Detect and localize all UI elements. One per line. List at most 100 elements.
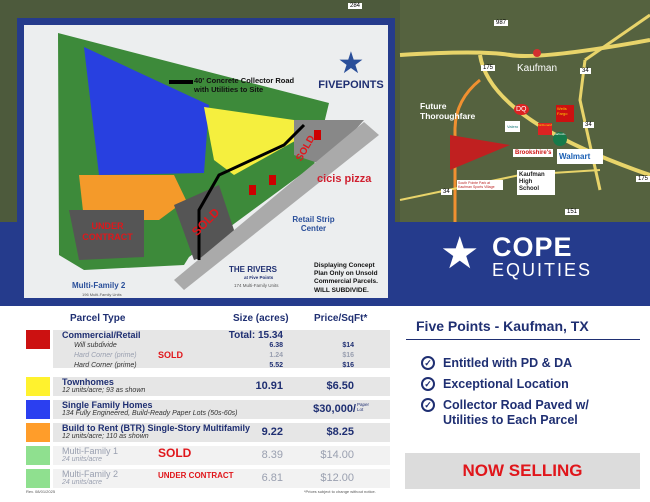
check-icon: ✓ bbox=[421, 356, 435, 370]
commercial-row bbox=[53, 330, 390, 368]
townhomes-price: $6.50 bbox=[326, 380, 354, 392]
road-legend: 40' Concrete Collector Road with Utiliti… bbox=[194, 76, 295, 94]
highway-shield: 34 bbox=[580, 68, 591, 74]
five-points-logo: ★ FIVEPOINTS bbox=[311, 47, 391, 92]
star-icon: ★ bbox=[337, 47, 365, 80]
feature-item: Exceptional Location bbox=[443, 377, 569, 391]
highway-shield: 34 bbox=[583, 122, 594, 128]
rivers-units: 174 Multi-Family Units bbox=[234, 283, 279, 288]
location-title: Five Points - Kaufman, TX bbox=[416, 318, 589, 334]
highway-shield: 151 bbox=[565, 209, 580, 215]
btr-title: Build to Rent (BTR) Single-Story Multifa… bbox=[62, 423, 250, 433]
commercial-title: Commercial/Retail bbox=[62, 330, 141, 340]
price-disclaimer: *Prices subject to change without notice… bbox=[304, 489, 376, 494]
revision-date: Rev. 08/01/2025 bbox=[26, 489, 56, 494]
brand-name: COPE bbox=[492, 232, 573, 262]
star-icon: ★ bbox=[440, 229, 480, 278]
btr-swatch bbox=[26, 423, 50, 442]
mf2-status: UNDER CONTRACT bbox=[158, 471, 234, 480]
feature-item: Collector Road Paved w/ Utilities to Eac… bbox=[443, 398, 589, 427]
highway-shield: 987 bbox=[494, 20, 509, 26]
cicis-logo: cicis pizza bbox=[317, 173, 372, 185]
commercial-sub-price: $16 bbox=[342, 362, 354, 369]
mf2-units: 196 Multi-Family Units bbox=[82, 292, 122, 297]
poi-starbucks: Starbucks bbox=[553, 132, 567, 146]
sfh-title: Single Family Homes bbox=[62, 400, 153, 410]
mf1-row bbox=[53, 446, 390, 465]
btr-price: $8.25 bbox=[326, 426, 354, 438]
commercial-sub-price: $14 bbox=[342, 342, 354, 349]
cope-equities-logo: ★ COPE EQUITIES bbox=[440, 229, 600, 282]
highway-shield: 175 bbox=[636, 176, 650, 182]
retail-strip-label: Retail Strip Center bbox=[292, 215, 335, 233]
feature-item: Entitled with PD & DA bbox=[443, 356, 573, 370]
title-underline bbox=[406, 339, 640, 340]
sfh-sub: 134 Fully Engineered, Build-Ready Paper … bbox=[62, 410, 238, 417]
rivers-logo: THE RIVERS bbox=[229, 265, 278, 274]
townhomes-sub: 12 units/acre; 93 as shown bbox=[62, 387, 146, 394]
highway-shield: 284 bbox=[348, 3, 363, 9]
check-icon: ✓ bbox=[421, 398, 435, 412]
check-icon: ✓ bbox=[421, 377, 435, 391]
commercial-sub: Hard Corner (prime) bbox=[74, 352, 137, 359]
commercial-sub-size: 5.52 bbox=[269, 362, 283, 369]
future-thoroughfare-label: Future Thoroughfare bbox=[420, 101, 476, 121]
townhomes-row bbox=[53, 377, 390, 396]
mf2-size: 6.81 bbox=[261, 472, 283, 484]
logo-text: FIVEPOINTS bbox=[318, 79, 384, 91]
mf1-swatch bbox=[26, 446, 50, 465]
commercial-sub: Will subdivide bbox=[74, 342, 117, 349]
now-selling-banner[interactable]: NOW SELLING bbox=[405, 453, 640, 489]
commercial-sub-size: 6.38 bbox=[269, 342, 283, 349]
commercial-swatch bbox=[26, 330, 50, 349]
sfh-swatch bbox=[26, 400, 50, 419]
under-contract-label: UNDER CONTRACT bbox=[82, 221, 133, 242]
btr-sub: 12 units/acre; 110 as shown bbox=[62, 433, 149, 440]
header-price: Price/SqFt* bbox=[314, 313, 368, 324]
concept-note: Displaying Concept Plan Only on Unsold C… bbox=[314, 262, 378, 285]
highway-shield: 175 bbox=[481, 65, 496, 71]
sfh-price: $30,000/ bbox=[313, 403, 356, 415]
commercial-sub: Hard Corner (prime) bbox=[74, 362, 137, 369]
poi-wells-fargo: Wells Fargo bbox=[556, 105, 574, 122]
subdivide-note: WILL SUBDIVIDE. bbox=[314, 287, 369, 294]
poi-high-school: Kaufman High School bbox=[517, 170, 555, 195]
townhomes-size: 10.91 bbox=[255, 380, 283, 392]
mf2-title: Multi-Family 2 bbox=[62, 469, 119, 479]
mf2-label: Multi-Family 2 bbox=[72, 281, 126, 290]
mf1-status: SOLD bbox=[158, 446, 192, 460]
highway-shield: 34 bbox=[441, 189, 452, 195]
brand-sub: EQUITIES bbox=[492, 260, 593, 280]
poi-walmart: Walmart bbox=[557, 149, 603, 164]
mf2-price: $12.00 bbox=[320, 472, 354, 484]
header-size: Size (acres) bbox=[233, 313, 289, 324]
mf2-swatch bbox=[26, 469, 50, 488]
btr-size: 9.22 bbox=[261, 426, 283, 438]
site-plan-drawing bbox=[58, 33, 379, 290]
townhomes-swatch bbox=[26, 377, 50, 396]
site-plan: 40' Concrete Collector Road with Utiliti… bbox=[17, 18, 395, 305]
poi-dq: DQ bbox=[514, 104, 529, 115]
townhomes-title: Townhomes bbox=[62, 377, 114, 387]
poi-sports-village: South Pointe Park at Kaufman Sports Vill… bbox=[457, 180, 503, 190]
poi-valero: Valero bbox=[505, 121, 521, 132]
mf1-price: $14.00 bbox=[320, 449, 354, 461]
mf2-row bbox=[53, 469, 390, 488]
btr-row bbox=[53, 423, 390, 442]
commercial-total: Total: 15.34 bbox=[228, 330, 283, 341]
sfh-row bbox=[53, 400, 390, 419]
header-parcel-type: Parcel Type bbox=[70, 313, 126, 324]
mf1-size: 8.39 bbox=[261, 449, 283, 461]
rivers-sub: at Five Points bbox=[244, 275, 274, 280]
commercial-sub-size: 1.24 bbox=[269, 352, 283, 359]
sfh-price-unit: Paper Lot bbox=[357, 402, 370, 412]
mf2-sub: 24 units/acre bbox=[62, 479, 103, 486]
commercial-sold: SOLD bbox=[158, 350, 184, 360]
mf1-sub: 24 units/acre bbox=[62, 456, 103, 463]
now-selling-text: NOW SELLING bbox=[462, 461, 583, 480]
town-label: Kaufman bbox=[517, 63, 558, 74]
commercial-sub-price: $16 bbox=[342, 352, 354, 359]
poi-brookshires: Brookshire's bbox=[513, 149, 554, 157]
poi-mcdonalds: McDonald's bbox=[538, 123, 552, 135]
mf1-title: Multi-Family 1 bbox=[62, 446, 119, 456]
